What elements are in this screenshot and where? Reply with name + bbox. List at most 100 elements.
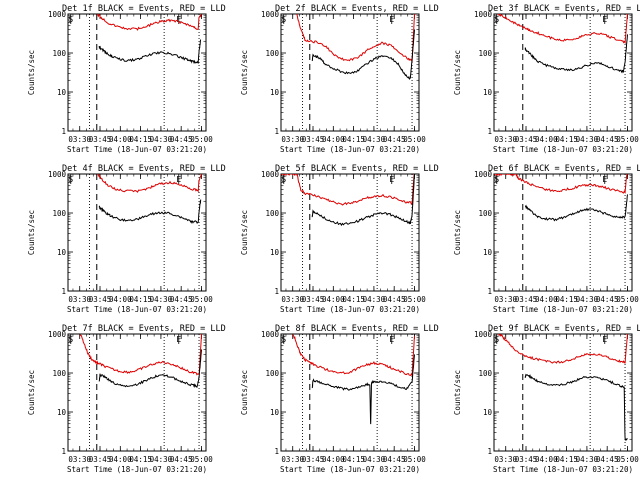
panel-title: Det 5f BLACK = Events, RED = LLD xyxy=(275,164,439,174)
panel-det-1: Det 1f BLACK = Events, RED = LLD 1 10 100 10… xyxy=(27,4,226,154)
x-tick-label: 04:15 xyxy=(555,455,578,464)
series-line-lld xyxy=(281,174,415,206)
panel-title: Det 1f BLACK = Events, RED = LLD xyxy=(62,4,226,14)
x-axis-label: Start Time (18-Jun-07 03:21:20) xyxy=(67,305,207,314)
y-tick-label: 100 xyxy=(52,369,66,378)
x-tick-label: 04:45 xyxy=(596,295,619,304)
x-tick-label: 04:00 xyxy=(535,135,558,144)
x-tick-label: 03:45 xyxy=(89,295,112,304)
x-tick-label: 03:45 xyxy=(89,455,112,464)
y-tick-label: 10 xyxy=(270,88,280,97)
x-tick-label: 04:00 xyxy=(535,455,558,464)
plot-frame xyxy=(493,13,633,132)
y-axis-label: Counts/sec xyxy=(453,370,462,415)
series-line-events xyxy=(98,349,202,389)
x-tick-label: 04:00 xyxy=(322,135,345,144)
y-tick-label: 1 xyxy=(61,127,66,136)
x-tick-label: 05:00 xyxy=(190,135,213,144)
y-tick-label: 10 xyxy=(483,248,493,257)
y-tick-label: 1 xyxy=(487,447,492,456)
series-line-events xyxy=(524,194,628,222)
y-tick-label: 100 xyxy=(52,209,66,218)
series-line-lld xyxy=(79,334,202,376)
y-axis-label: Counts/sec xyxy=(27,370,36,415)
y-tick-label: 1 xyxy=(487,127,492,136)
x-tick-label: 05:00 xyxy=(190,295,213,304)
panel-title: Det 8f BLACK = Events, RED = LLD xyxy=(275,324,439,334)
x-tick-label: 04:45 xyxy=(596,135,619,144)
x-axis-label: Start Time (18-Jun-07 03:21:20) xyxy=(280,305,420,314)
x-tick-label: 04:30 xyxy=(576,455,599,464)
panel-det-7: Det 7f BLACK = Events, RED = LLD 1 10 100 10… xyxy=(27,324,226,474)
panel-det-2: Det 2f BLACK = Events, RED = LLD 1 10 100 10… xyxy=(240,4,439,154)
x-tick-label: 04:30 xyxy=(150,135,173,144)
panel-det-9: Det 9f BLACK = Events, RED = LLD 1 10 100 10… xyxy=(453,324,640,474)
x-tick-label: 03:30 xyxy=(281,455,304,464)
y-tick-label: 100 xyxy=(52,49,66,58)
x-tick-label: 04:45 xyxy=(170,455,193,464)
series-line-events xyxy=(311,174,415,227)
x-tick-label: 04:45 xyxy=(170,295,193,304)
x-tick-label: 04:00 xyxy=(109,135,132,144)
panel-title: Det 2f BLACK = Events, RED = LLD xyxy=(275,4,439,14)
y-tick-label: 100 xyxy=(265,369,279,378)
plot-frame xyxy=(67,13,207,132)
y-tick-label: 1000 xyxy=(474,170,493,179)
x-tick-label: 03:30 xyxy=(68,135,91,144)
x-tick-label: 03:30 xyxy=(494,455,517,464)
plot-frame xyxy=(67,333,207,452)
x-tick-label: 04:15 xyxy=(129,295,152,304)
x-tick-label: 04:30 xyxy=(150,455,173,464)
y-axis-label: Counts/sec xyxy=(27,50,36,95)
y-axis-label: Counts/sec xyxy=(453,210,462,255)
y-tick-label: 1 xyxy=(274,447,279,456)
series-line-events xyxy=(524,373,628,441)
x-tick-label: 04:45 xyxy=(383,135,406,144)
x-tick-label: 05:00 xyxy=(403,135,426,144)
x-tick-label: 03:45 xyxy=(89,135,112,144)
x-tick-label: 04:30 xyxy=(576,135,599,144)
x-tick-label: 03:45 xyxy=(302,295,325,304)
y-tick-label: 100 xyxy=(265,209,279,218)
x-tick-label: 03:45 xyxy=(302,135,325,144)
x-tick-label: 05:00 xyxy=(190,455,213,464)
series-line-events xyxy=(311,354,415,425)
x-tick-label: 05:00 xyxy=(403,455,426,464)
x-tick-label: 04:30 xyxy=(363,295,386,304)
series-line-lld xyxy=(296,14,415,63)
y-tick-label: 1 xyxy=(274,287,279,296)
series-line-lld xyxy=(97,14,202,31)
x-tick-label: 04:30 xyxy=(363,135,386,144)
x-tick-label: 05:00 xyxy=(616,455,639,464)
series-line-lld xyxy=(494,174,628,194)
y-tick-label: 10 xyxy=(57,248,67,257)
y-tick-label: 1 xyxy=(487,287,492,296)
panel-title: Det 6f BLACK = Events, RED = LLD xyxy=(488,164,640,174)
y-tick-label: 1000 xyxy=(261,10,280,19)
panel-title: Det 7f BLACK = Events, RED = LLD xyxy=(62,324,226,334)
y-axis-label: Counts/sec xyxy=(240,370,249,415)
x-tick-label: 04:30 xyxy=(576,295,599,304)
y-tick-label: 100 xyxy=(478,369,492,378)
x-axis-label: Start Time (18-Jun-07 03:21:20) xyxy=(280,145,420,154)
y-tick-label: 1000 xyxy=(48,330,67,339)
panel-det-6: Det 6f BLACK = Events, RED = LLD 1 10 100 10… xyxy=(453,164,640,314)
panel-title: Det 9f BLACK = Events, RED = LLD xyxy=(488,324,640,334)
y-axis-label: Counts/sec xyxy=(240,50,249,95)
plot-frame xyxy=(280,13,420,132)
x-tick-label: 03:45 xyxy=(515,135,538,144)
y-tick-label: 1 xyxy=(61,287,66,296)
y-tick-label: 100 xyxy=(265,49,279,58)
y-tick-label: 100 xyxy=(478,49,492,58)
y-tick-label: 1000 xyxy=(474,330,493,339)
x-tick-label: 04:15 xyxy=(129,135,152,144)
x-tick-label: 03:45 xyxy=(302,455,325,464)
x-tick-label: 04:00 xyxy=(322,455,345,464)
x-tick-label: 04:15 xyxy=(555,135,578,144)
x-tick-label: 03:45 xyxy=(515,295,538,304)
plot-frame xyxy=(280,333,420,452)
plot-frame xyxy=(280,173,420,292)
x-tick-label: 03:30 xyxy=(494,295,517,304)
series-line-lld xyxy=(497,334,628,364)
x-tick-label: 03:30 xyxy=(281,135,304,144)
